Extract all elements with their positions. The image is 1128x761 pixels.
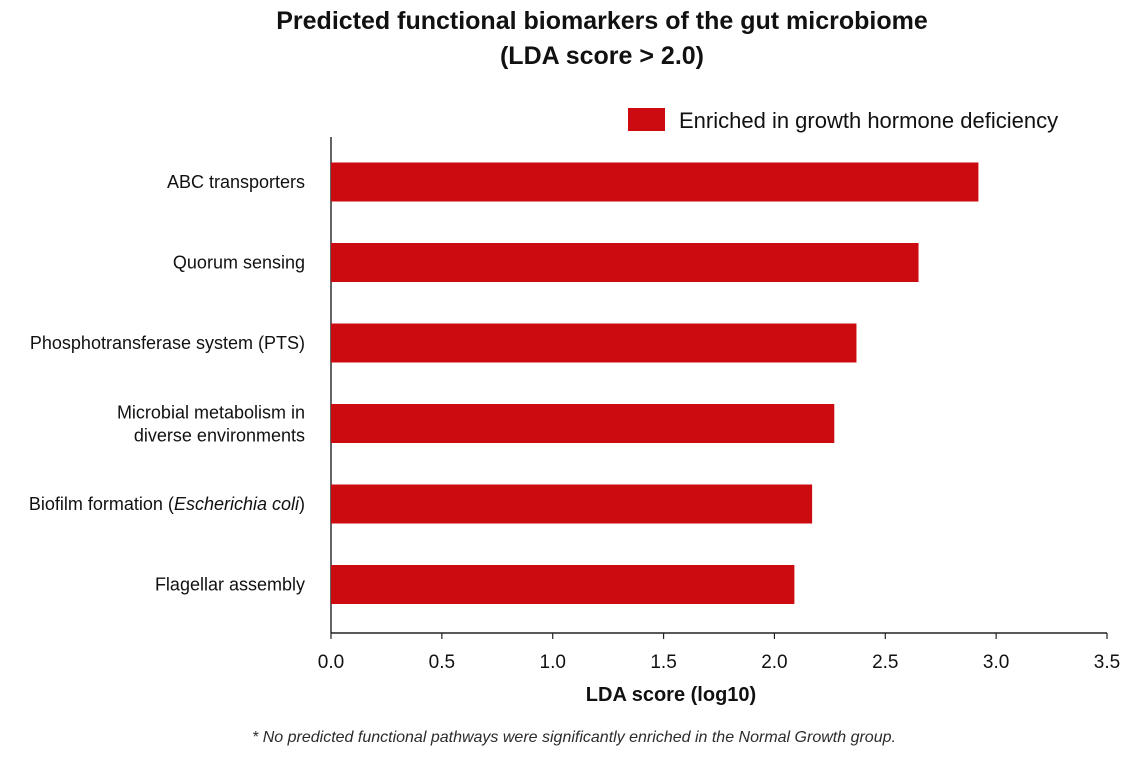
category-label: Quorum sensing — [173, 253, 305, 273]
x-tick-label: 3.0 — [983, 652, 1009, 673]
chart-title: Predicted functional biomarkers of the g… — [276, 7, 928, 70]
bar — [331, 323, 857, 363]
category-label: Microbial metabolism in diverse environme… — [117, 403, 305, 446]
x-tick-label: 1.0 — [540, 652, 566, 673]
footnote: * No predicted functional pathways were … — [252, 729, 896, 746]
category-label-part: Biofilm formation ( — [29, 494, 174, 514]
axes: 0.0 0.5 1.0 1.5 2.0 2.5 3.0 3.5 — [318, 137, 1120, 673]
chart-title-line-1: Predicted functional biomarkers of the g… — [276, 7, 928, 35]
category-label-line: diverse environments — [134, 426, 305, 446]
x-axis-label-group: LDA score (log10) — [586, 684, 756, 706]
x-axis-label: LDA score (log10) — [586, 684, 756, 706]
bar — [331, 565, 795, 604]
x-tick-label: 2.5 — [872, 652, 898, 673]
x-tick-label: 3.5 — [1094, 652, 1120, 673]
x-tick-label: 1.5 — [650, 652, 676, 673]
legend: Enriched in growth hormone deficiency — [628, 108, 1058, 133]
legend-label: Enriched in growth hormone deficiency — [679, 108, 1058, 133]
chart-footnote: * No predicted functional pathways were … — [252, 729, 896, 746]
bars — [331, 162, 979, 604]
category-label-part: ) — [299, 494, 305, 514]
x-tick-label: 2.0 — [761, 652, 787, 673]
category-label-italic-part: Escherichia coli — [174, 494, 300, 514]
category-label: ABC transporters — [167, 172, 305, 192]
bar — [331, 404, 835, 443]
category-label: Phosphotransferase system (PTS) — [30, 333, 305, 353]
category-label: Biofilm formation (Escherichia coli) — [29, 494, 305, 514]
bar — [331, 484, 813, 524]
x-tick-label: 0.0 — [318, 652, 344, 673]
x-tick-label: 0.5 — [429, 652, 455, 673]
category-labels: ABC transporters Quorum sensing Phosphotra… — [29, 172, 305, 595]
legend-swatch — [628, 108, 665, 131]
category-label-line: Microbial metabolism in — [117, 403, 305, 423]
bar — [331, 162, 979, 202]
bar — [331, 243, 919, 282]
chart-title-line-2: (LDA score > 2.0) — [500, 42, 704, 70]
category-label: Flagellar assembly — [155, 575, 305, 595]
